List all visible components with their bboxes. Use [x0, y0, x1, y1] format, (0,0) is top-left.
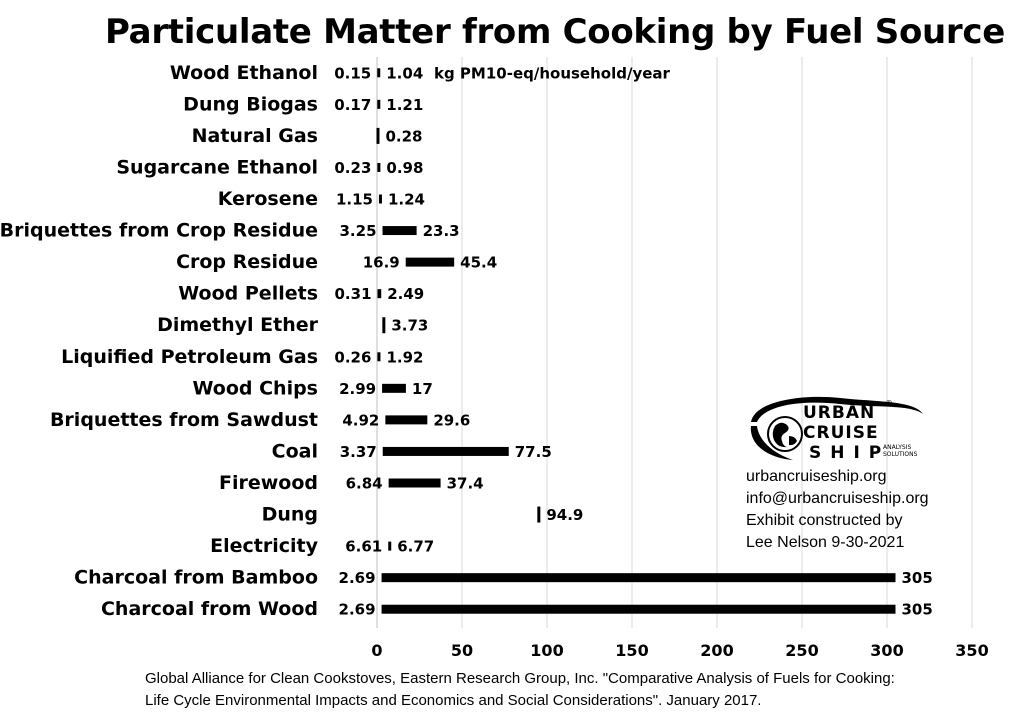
source-line2: Life Cycle Environmental Impacts and Eco…	[145, 692, 762, 709]
source-citation: Global Alliance for Clean Cookstoves, Ea…	[145, 668, 895, 712]
x-tick-label: 350	[955, 641, 988, 660]
category-label: Briquettes from Crop Residue	[0, 220, 318, 242]
high-value-label: 94.9	[546, 506, 583, 524]
range-bar	[537, 506, 541, 523]
range-bar	[382, 383, 406, 393]
high-value-label: 1.92	[386, 348, 423, 366]
category-label: Liquified Petroleum Gas	[61, 346, 318, 368]
x-tick-label: 200	[700, 641, 733, 660]
range-bar	[381, 573, 896, 583]
urban-cruise-ship-logo: URBAN CRUISE SHIP ANALYSIS SOLUTIONS ®	[750, 396, 923, 463]
high-value-label: 0.98	[386, 159, 423, 177]
contact-email: info@urbancruiseship.org	[746, 490, 929, 507]
category-label: Charcoal from Bamboo	[74, 567, 318, 589]
high-value-label: 1.24	[388, 191, 425, 209]
category-label: Natural Gas	[192, 125, 318, 147]
category-label: Crop Residue	[176, 251, 318, 273]
range-bar	[382, 226, 417, 236]
low-value-label: 2.69	[339, 601, 376, 619]
low-value-label: 3.37	[340, 443, 377, 461]
category-label: Wood Chips	[193, 377, 319, 399]
high-value-label: 23.3	[423, 222, 460, 240]
category-label: Wood Pellets	[178, 283, 318, 305]
low-value-label: 2.69	[339, 569, 376, 587]
x-tick-label: 300	[870, 641, 903, 660]
range-bar	[382, 317, 386, 334]
range-bar	[385, 415, 428, 425]
range-bar	[378, 194, 382, 204]
low-value-label: 6.84	[346, 475, 383, 493]
x-tick-label: 250	[785, 641, 818, 660]
logo-line1: URBAN	[803, 403, 875, 423]
low-value-label: 2.99	[339, 380, 376, 398]
category-label: Sugarcane Ethanol	[116, 156, 318, 178]
category-label: Dimethyl Ether	[157, 314, 319, 336]
range-bar	[376, 127, 380, 144]
contact-website: urbancruiseship.org	[746, 468, 887, 485]
low-value-label: 3.25	[340, 222, 377, 240]
high-value-label: 1.21	[386, 96, 423, 114]
category-label: Kerosene	[218, 188, 318, 210]
high-value-label: 29.6	[433, 411, 470, 429]
logo-small2: SOLUTIONS	[883, 451, 918, 458]
range-bar	[382, 446, 509, 456]
high-value-label: 1.04	[386, 64, 423, 82]
low-value-label: 0.23	[334, 159, 371, 177]
x-tick-label: 150	[615, 641, 648, 660]
high-value-label: 45.4	[460, 254, 497, 272]
low-value-label: 1.15	[336, 191, 373, 209]
range-bar	[377, 99, 381, 109]
high-value-label: 37.4	[447, 475, 484, 493]
logo-small1: ANALYSIS	[883, 444, 911, 451]
credit-line1: Exhibit constructed by	[746, 512, 903, 529]
x-tick-label: 0	[371, 641, 382, 660]
category-label: Wood Ethanol	[170, 62, 318, 84]
logo-swoosh	[751, 396, 923, 422]
category-label: Dung Biogas	[183, 93, 318, 115]
high-value-label: 2.49	[387, 285, 424, 303]
high-value-label: 6.77	[397, 538, 434, 556]
globe-land-icon	[772, 422, 797, 448]
category-label: Dung	[262, 504, 318, 526]
unit-annotation: kg PM10-eq/household/year	[434, 64, 671, 82]
range-bar	[377, 162, 381, 172]
chart-title: Particulate Matter from Cooking by Fuel …	[104, 12, 1006, 52]
category-label: Coal	[272, 440, 318, 462]
logo-registered: ®	[885, 399, 893, 408]
low-value-label: 0.15	[334, 64, 371, 82]
category-label: Electricity	[210, 535, 318, 557]
range-bar	[405, 257, 455, 267]
x-tick-label: 100	[530, 641, 563, 660]
low-value-label: 0.17	[334, 96, 371, 114]
range-bar	[377, 68, 381, 78]
high-value-label: 305	[902, 569, 933, 587]
range-bar	[381, 604, 896, 614]
category-label: Briquettes from Sawdust	[50, 409, 318, 431]
low-value-label: 4.92	[342, 411, 379, 429]
logo-swoosh-lower	[750, 426, 793, 460]
low-value-label: 0.26	[334, 348, 371, 366]
low-value-label: 16.9	[363, 254, 400, 272]
x-tick-label: 50	[451, 641, 473, 660]
logo-line2: CRUISE	[803, 423, 879, 443]
low-value-label: 0.31	[335, 285, 372, 303]
low-value-label: 6.61	[345, 538, 382, 556]
high-value-label: 3.73	[391, 317, 428, 335]
source-line1: Global Alliance for Clean Cookstoves, Ea…	[145, 670, 895, 687]
category-label: Charcoal from Wood	[101, 598, 318, 620]
credit-line2: Lee Nelson 9-30-2021	[746, 534, 905, 551]
category-label: Firewood	[219, 472, 318, 494]
range-bar	[388, 541, 392, 551]
logo-line3: SHIP	[809, 443, 890, 463]
range-bar	[388, 478, 441, 488]
high-value-label: 0.28	[385, 127, 422, 145]
contact-block: urbancruiseship.org info@urbancruiseship…	[746, 466, 929, 554]
high-value-label: 77.5	[515, 443, 552, 461]
range-bar	[377, 289, 382, 299]
high-value-label: 305	[902, 601, 933, 619]
high-value-label: 17	[412, 380, 433, 398]
range-bar	[377, 352, 381, 362]
